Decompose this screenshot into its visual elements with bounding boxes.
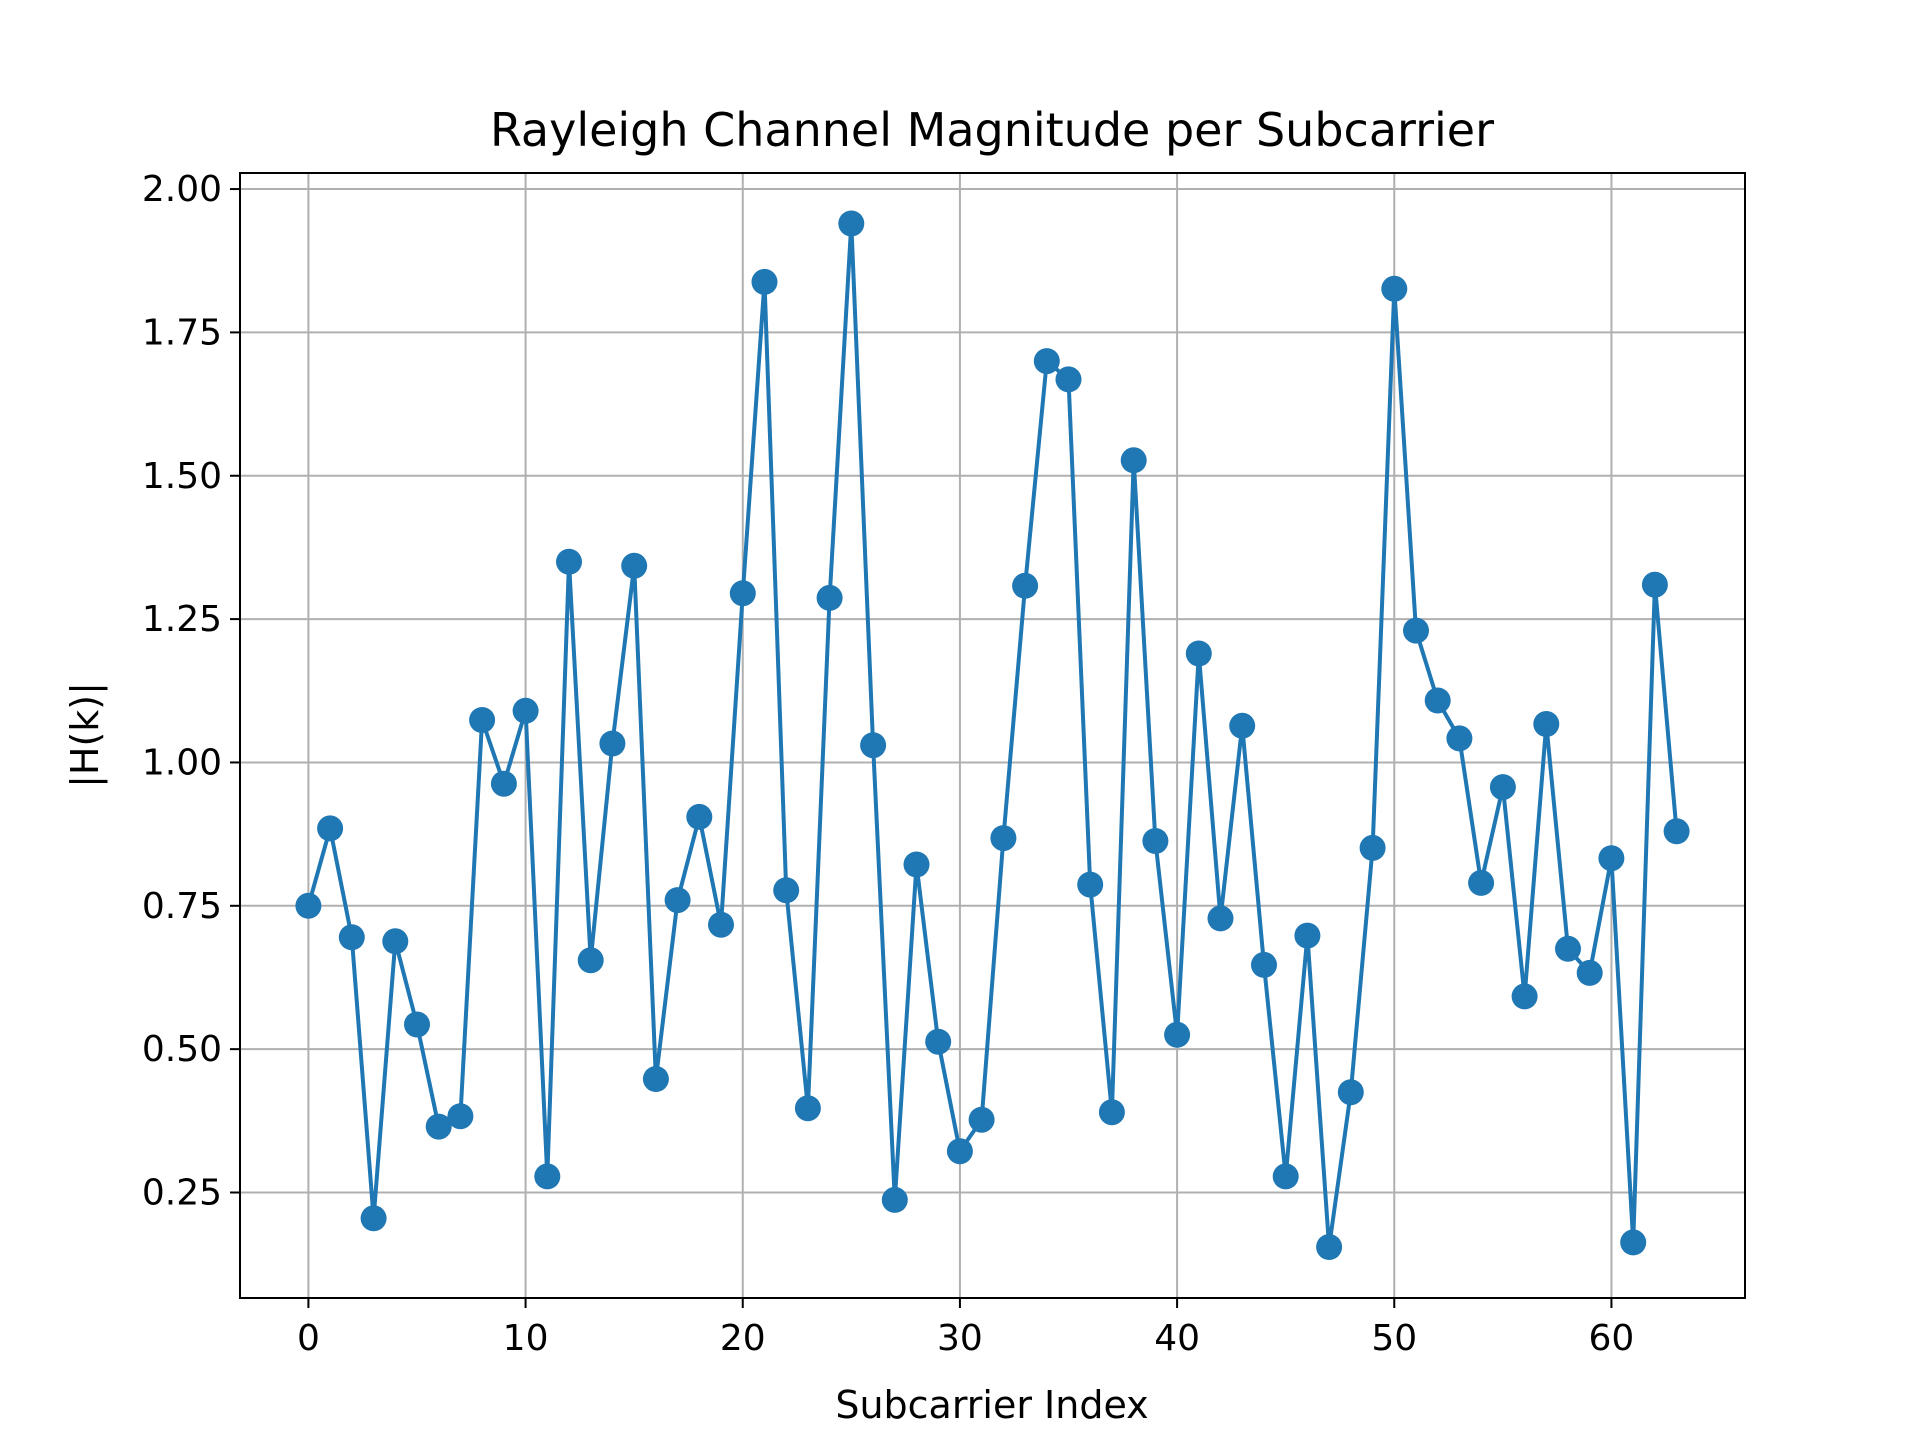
data-point bbox=[469, 707, 496, 733]
x-axis-label: Subcarrier Index bbox=[835, 1383, 1148, 1427]
data-point bbox=[773, 877, 800, 904]
data-point bbox=[968, 1106, 995, 1133]
data-point bbox=[1251, 951, 1277, 978]
data-point bbox=[1620, 1229, 1647, 1256]
data-point bbox=[1012, 572, 1039, 599]
x-tick-label: 20 bbox=[720, 1318, 766, 1359]
y-tick-label: 1.25 bbox=[142, 599, 222, 640]
x-tick-label: 0 bbox=[297, 1318, 320, 1359]
x-tick-label: 30 bbox=[937, 1318, 983, 1359]
data-point bbox=[1468, 869, 1495, 896]
data-point bbox=[1446, 725, 1473, 752]
data-point bbox=[838, 210, 865, 237]
data-point bbox=[1229, 712, 1256, 739]
data-point bbox=[1511, 983, 1538, 1010]
data-point bbox=[1424, 687, 1451, 714]
data-point bbox=[577, 947, 604, 974]
data-point bbox=[860, 732, 887, 759]
data-point bbox=[1077, 871, 1104, 898]
x-tick-label: 10 bbox=[503, 1318, 549, 1359]
data-point bbox=[946, 1138, 973, 1165]
data-point bbox=[1641, 571, 1668, 598]
x-tick-label: 40 bbox=[1154, 1318, 1200, 1359]
data-point bbox=[621, 552, 648, 579]
data-point bbox=[664, 887, 691, 914]
data-point bbox=[1185, 640, 1212, 667]
x-tick-label: 50 bbox=[1371, 1318, 1417, 1359]
data-point bbox=[534, 1163, 561, 1190]
data-point bbox=[512, 697, 539, 724]
data-point bbox=[1098, 1099, 1125, 1126]
data-point bbox=[1403, 617, 1429, 644]
data-point bbox=[642, 1066, 669, 1092]
data-point bbox=[295, 892, 322, 919]
data-point bbox=[881, 1186, 908, 1213]
data-point bbox=[903, 851, 930, 878]
data-point bbox=[360, 1205, 387, 1232]
y-tick-label: 1.75 bbox=[142, 312, 222, 353]
data-point bbox=[556, 548, 582, 575]
data-point bbox=[382, 928, 409, 955]
data-point bbox=[1489, 774, 1516, 801]
data-point bbox=[1164, 1021, 1191, 1048]
series-line bbox=[306, 221, 1679, 1249]
y-tick-label: 0.50 bbox=[142, 1029, 222, 1070]
y-tick-label: 0.25 bbox=[142, 1172, 222, 1213]
data-point bbox=[1055, 366, 1082, 393]
data-point bbox=[447, 1103, 474, 1130]
y-axis-label: |H(k)| bbox=[63, 682, 108, 788]
data-point bbox=[1316, 1234, 1343, 1260]
data-point bbox=[1142, 828, 1169, 854]
data-point bbox=[425, 1113, 452, 1140]
series-layer bbox=[295, 210, 1690, 1260]
y-tick-label: 0.75 bbox=[142, 886, 222, 927]
data-point bbox=[404, 1011, 430, 1038]
data-point bbox=[338, 924, 365, 951]
y-tick-label: 1.00 bbox=[142, 742, 222, 783]
data-point bbox=[729, 580, 756, 607]
data-point bbox=[1381, 275, 1408, 302]
chart-title: Rayleigh Channel Magnitude per Subcarrie… bbox=[490, 103, 1494, 157]
data-point bbox=[599, 730, 626, 757]
y-tick-label: 2.00 bbox=[142, 169, 222, 210]
data-point bbox=[1120, 447, 1147, 474]
data-point bbox=[317, 815, 344, 842]
x-tick-label: 60 bbox=[1589, 1318, 1635, 1359]
data-point bbox=[794, 1095, 821, 1122]
data-point bbox=[1359, 834, 1386, 861]
data-point bbox=[490, 770, 517, 797]
data-point bbox=[925, 1028, 952, 1055]
grid bbox=[240, 173, 1745, 1298]
data-point bbox=[1033, 348, 1060, 375]
data-point bbox=[990, 825, 1017, 852]
data-point bbox=[1598, 845, 1625, 872]
data-point bbox=[708, 911, 734, 938]
data-point bbox=[1272, 1163, 1299, 1190]
y-tick-label: 1.50 bbox=[142, 456, 222, 497]
data-point bbox=[1337, 1079, 1364, 1106]
data-point bbox=[1555, 935, 1581, 962]
data-point bbox=[1663, 818, 1690, 845]
data-point bbox=[686, 803, 713, 830]
data-point bbox=[1533, 711, 1560, 737]
plot-frame bbox=[239, 172, 1746, 1299]
data-point bbox=[816, 584, 843, 611]
ticks: 0 10 20 30 40 50 60 0.25 0.50 0.75 1.00 1.25 1.50 1.7… bbox=[142, 169, 1635, 1359]
data-point bbox=[1576, 959, 1603, 986]
data-point bbox=[1294, 922, 1321, 949]
data-point bbox=[1207, 905, 1234, 932]
data-point bbox=[751, 268, 778, 295]
